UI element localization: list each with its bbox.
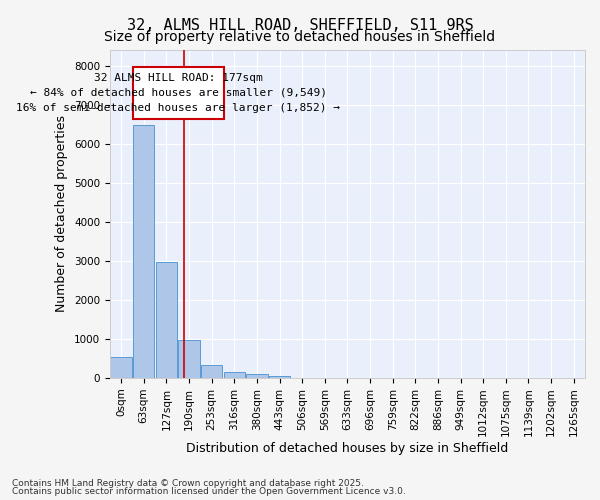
Bar xyxy=(155,262,177,378)
Bar xyxy=(269,376,290,378)
Bar xyxy=(133,125,154,378)
Text: Contains HM Land Registry data © Crown copyright and database right 2025.: Contains HM Land Registry data © Crown c… xyxy=(12,478,364,488)
Bar xyxy=(246,374,268,378)
Bar xyxy=(110,358,132,378)
FancyBboxPatch shape xyxy=(133,67,224,119)
X-axis label: Distribution of detached houses by size in Sheffield: Distribution of detached houses by size … xyxy=(186,442,509,455)
Text: Size of property relative to detached houses in Sheffield: Size of property relative to detached ho… xyxy=(104,30,496,44)
Text: 32 ALMS HILL ROAD: 177sqm
← 84% of detached houses are smaller (9,549)
16% of se: 32 ALMS HILL ROAD: 177sqm ← 84% of detac… xyxy=(16,73,340,112)
Bar xyxy=(201,364,223,378)
Bar xyxy=(178,340,200,378)
Bar xyxy=(224,372,245,378)
Text: 32, ALMS HILL ROAD, SHEFFIELD, S11 9RS: 32, ALMS HILL ROAD, SHEFFIELD, S11 9RS xyxy=(127,18,473,32)
Y-axis label: Number of detached properties: Number of detached properties xyxy=(55,116,68,312)
Text: Contains public sector information licensed under the Open Government Licence v3: Contains public sector information licen… xyxy=(12,487,406,496)
